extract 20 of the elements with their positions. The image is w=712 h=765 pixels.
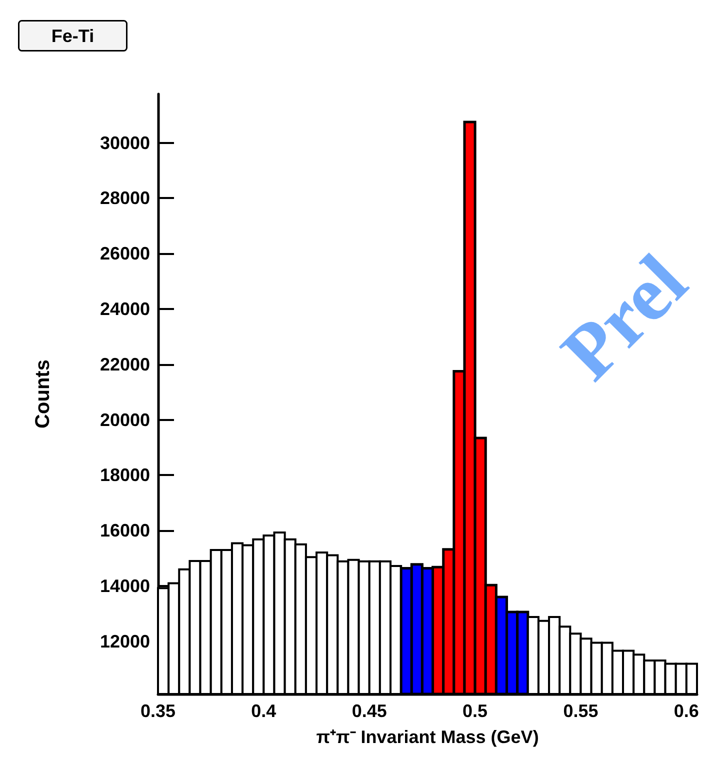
x-tick-label: 0.45 (352, 701, 387, 721)
y-tick-label: 24000 (100, 298, 150, 319)
x-tick-label: 0.6 (674, 701, 699, 721)
x-axis-title: π⁺π⁻ Invariant Mass (GeV) (316, 727, 539, 747)
x-tick-label: 0.5 (462, 701, 488, 721)
annotation: Prel (545, 238, 703, 396)
x-tick-label: 0.4 (251, 701, 276, 721)
y-tick-label: 14000 (100, 576, 150, 596)
y-tick-label: 18000 (100, 465, 150, 486)
y-axis-title: Counts (32, 360, 54, 428)
y-tick-label: 12000 (100, 631, 150, 652)
y-tick-label: 28000 (100, 188, 150, 208)
y-tick-label: 26000 (100, 244, 150, 264)
y-tick-label: 30000 (100, 132, 150, 153)
y-tick-label: 22000 (100, 354, 150, 374)
y-tick-label: 16000 (100, 520, 150, 541)
y-tick-label: 20000 (100, 410, 150, 430)
x-tick-label: 0.55 (563, 701, 598, 721)
x-tick-label: 0.35 (140, 701, 176, 721)
chart-title: Fe-Ti (51, 26, 94, 46)
